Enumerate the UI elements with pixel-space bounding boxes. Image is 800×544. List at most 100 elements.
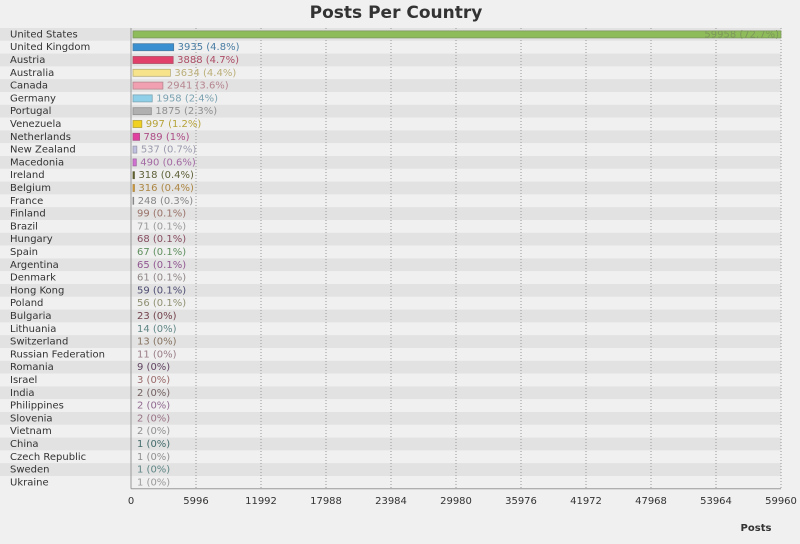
y-tick-label: Australia: [10, 68, 54, 79]
row-band: [0, 258, 781, 272]
value-label: 318 (0.4%): [138, 170, 194, 181]
row-band: [0, 386, 781, 400]
bar: [132, 120, 143, 128]
bar: [132, 107, 152, 116]
y-tick-label: Israel: [10, 375, 37, 386]
value-label: 59958 (72.7%): [704, 29, 779, 40]
row-band: [0, 232, 781, 246]
x-axis-label: Posts: [741, 523, 772, 534]
value-label: 3888 (4.7%): [177, 55, 239, 66]
x-tick-label: 5996: [183, 496, 208, 507]
y-tick-label: Romania: [10, 362, 54, 373]
y-tick-label: Portugal: [10, 106, 51, 117]
y-tick-label: Poland: [10, 298, 43, 309]
row-band: [0, 450, 781, 464]
row-band: [0, 92, 781, 105]
value-label: 71 (0.1%): [137, 221, 186, 232]
y-tick-label: Russian Federation: [10, 349, 105, 360]
row-band: [0, 104, 781, 118]
value-label: 490 (0.6%): [140, 157, 196, 168]
bar: [132, 30, 782, 39]
bar: [132, 56, 174, 64]
value-label: 65 (0.1%): [137, 260, 186, 271]
y-tick-label: Slovenia: [10, 413, 53, 424]
value-label: 61 (0.1%): [137, 273, 186, 284]
x-tick-label: 59960: [765, 496, 797, 507]
y-tick-label: United Kingdom: [10, 42, 90, 53]
y-tick-label: Argentina: [10, 260, 59, 271]
value-label: 1 (0%): [137, 465, 170, 476]
y-tick-label: China: [10, 439, 39, 450]
y-tick-label: Hungary: [10, 234, 53, 245]
bar: [132, 81, 164, 90]
chart-title: Posts Per Country: [310, 3, 483, 23]
x-tick-label: 0: [128, 496, 134, 507]
x-tick-label: 17988: [310, 496, 342, 507]
row-band: [0, 40, 781, 54]
value-label: 68 (0.1%): [137, 234, 186, 245]
y-tick-label: Austria: [10, 55, 45, 66]
bar: [132, 171, 135, 180]
row-band: [0, 437, 781, 451]
value-label: 13 (0%): [137, 337, 177, 348]
value-label: 997 (1.2%): [146, 119, 202, 130]
value-label: 537 (0.7%): [141, 145, 197, 156]
x-tick-label: 35976: [505, 496, 537, 507]
value-label: 3935 (4.8%): [178, 42, 240, 53]
x-tick-label: 47968: [635, 496, 667, 507]
row-band: [0, 424, 781, 438]
y-tick-label: Hong Kong: [10, 285, 64, 296]
value-label: 3 (0%): [137, 375, 170, 386]
y-tick-label: India: [10, 388, 35, 399]
y-tick-label: Spain: [10, 247, 38, 258]
y-tick-label: New Zealand: [10, 145, 76, 156]
y-tick-label: Switzerland: [10, 337, 68, 348]
x-tick-label: 41972: [570, 496, 602, 507]
x-tick-label: 11992: [245, 496, 277, 507]
y-tick-label: Vietnam: [10, 426, 52, 437]
value-label: 59 (0.1%): [137, 285, 186, 296]
bar: [132, 196, 135, 205]
row-band: [0, 296, 781, 310]
row-band: [0, 348, 781, 361]
y-tick-label: Netherlands: [10, 132, 71, 143]
bar: [132, 132, 140, 141]
y-tick-label: Belgium: [10, 183, 51, 194]
row-band: [0, 143, 781, 156]
value-label: 2 (0%): [137, 388, 170, 399]
row-band: [0, 207, 781, 220]
y-tick-label: Philippines: [10, 401, 64, 412]
value-label: 1 (0%): [137, 452, 170, 463]
y-tick-label: Germany: [10, 93, 56, 104]
value-label: 1875 (2.3%): [155, 106, 217, 117]
y-tick-label: Denmark: [10, 273, 56, 284]
row-band: [0, 66, 781, 80]
value-label: 316 (0.4%): [138, 183, 194, 194]
y-tick-label: Canada: [10, 81, 48, 92]
y-tick-label: Macedonia: [10, 157, 64, 168]
value-label: 11 (0%): [137, 349, 177, 360]
value-label: 9 (0%): [137, 362, 170, 373]
value-label: 1958 (2.4%): [156, 93, 218, 104]
row-band: [0, 476, 781, 489]
row-band: [0, 194, 781, 208]
bar: [132, 68, 171, 77]
x-tick-label: 53964: [700, 496, 732, 507]
bar: [132, 94, 153, 103]
value-label: 2941 (3.6%): [167, 81, 229, 92]
y-tick-label: Ireland: [10, 170, 45, 181]
row-band: [0, 156, 781, 169]
bar: [132, 184, 135, 192]
y-tick-label: Czech Republic: [10, 452, 86, 463]
value-label: 67 (0.1%): [137, 247, 186, 258]
value-label: 14 (0%): [137, 324, 177, 335]
row-band: [0, 399, 781, 412]
y-tick-label: Brazil: [10, 221, 38, 232]
value-label: 3634 (4.4%): [174, 68, 236, 79]
bar: [132, 43, 175, 52]
y-tick-label: France: [10, 196, 43, 207]
y-tick-label: Ukraine: [10, 477, 49, 488]
value-label: 2 (0%): [137, 401, 170, 412]
y-tick-label: Venezuela: [10, 119, 61, 130]
